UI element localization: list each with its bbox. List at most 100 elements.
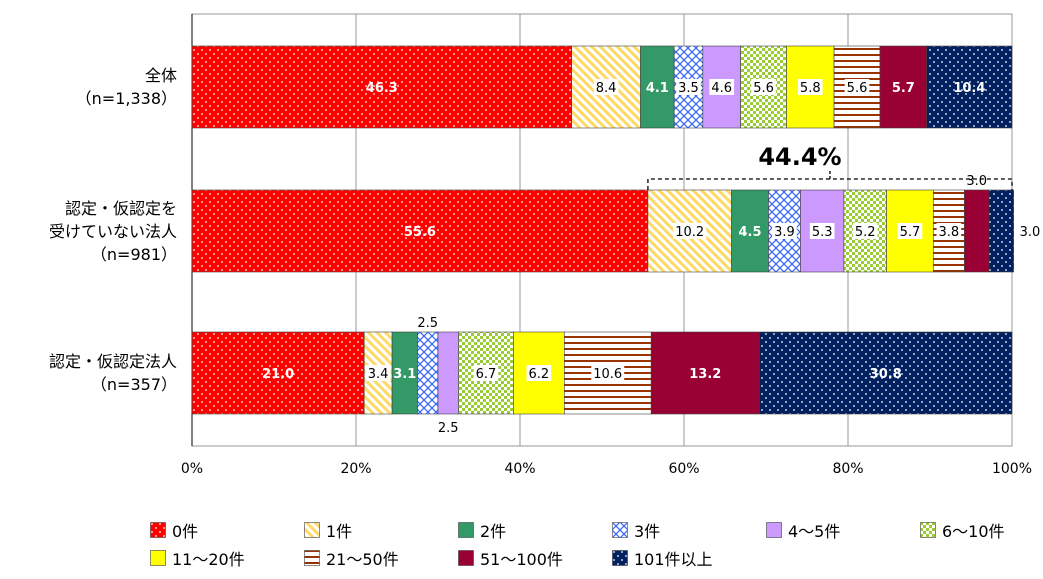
data-label: 8.4 [596, 81, 617, 96]
x-tick-label: 40% [504, 461, 535, 477]
annotation-group: 44.4% [647, 143, 1013, 190]
data-label-bg [751, 79, 776, 95]
data-label-bg [673, 223, 707, 239]
legend-item: 21～50件 [304, 548, 399, 569]
data-label: 10.2 [675, 225, 704, 240]
legend-item: 0件 [150, 520, 199, 541]
data-label-bg [591, 365, 625, 381]
bar-segment [417, 331, 439, 415]
data-label: 46.3 [366, 81, 398, 96]
bar-segment [391, 331, 418, 415]
category-label: 認定・仮認定を 受けていない法人 （n=981） [49, 197, 177, 266]
legend-item: 101件以上 [612, 548, 713, 569]
data-label: 6.7 [476, 367, 497, 382]
legend-item: 3件 [612, 520, 661, 541]
category-n: （n=357） [90, 375, 177, 394]
data-label: 4.6 [711, 81, 732, 96]
data-label: 6.2 [529, 367, 550, 382]
legend-swatch [612, 550, 628, 566]
bar-segment [191, 189, 649, 273]
data-label-bg [844, 79, 870, 95]
value-labels: 46.3 8.4 4.1 3.5 4.6 5.6 5.8 5.6 5.7 10.4 55.6 10.2… [262, 79, 1040, 436]
legend-item: 11～20件 [150, 548, 245, 569]
category-label: 認定・仮認定法人 （n=357） [49, 350, 177, 396]
legend-label: 51～100件 [480, 550, 563, 569]
legend-item: 4～5件 [766, 520, 841, 541]
data-label: 5.7 [892, 81, 915, 96]
data-label: 2.5 [417, 316, 438, 331]
data-label-bg [852, 223, 878, 239]
bar-segment [879, 45, 928, 129]
annotation-bracket [647, 178, 1013, 190]
data-label-bg [473, 365, 499, 381]
legend-label: 4～5件 [788, 522, 841, 541]
x-axis-ticks: 0% 20% 40% 60% 80% 100% [181, 461, 1032, 477]
category-name: 認定・仮認定法人 [48, 352, 177, 371]
legend-label: 6～10件 [942, 522, 1005, 541]
data-label: 21.0 [262, 367, 294, 382]
data-label-bg [709, 79, 735, 95]
bars [191, 45, 1014, 415]
category-name: 全体 [144, 66, 177, 85]
bar-segment [731, 189, 769, 273]
data-label: 13.2 [689, 367, 721, 382]
data-label-bg [809, 223, 835, 239]
data-label: 4.1 [646, 81, 669, 96]
data-label-bg [772, 223, 797, 239]
bar-segment [191, 331, 365, 415]
bar-segment [650, 331, 760, 415]
x-tick-label: 60% [668, 461, 699, 477]
legend-label: 2件 [480, 522, 507, 541]
data-label: 5.7 [900, 225, 921, 240]
data-label: 3.0 [966, 174, 987, 189]
legend-label: 21～50件 [326, 550, 399, 569]
legend-swatch [920, 522, 936, 538]
x-tick-label: 80% [832, 461, 863, 477]
x-tick-label: 100% [992, 461, 1032, 477]
data-label: 10.6 [593, 367, 622, 382]
legend-swatch [458, 550, 474, 566]
data-label-bg [897, 223, 923, 239]
data-label: 5.6 [847, 81, 868, 96]
legend-swatch [304, 522, 320, 538]
legend-label: 11～20件 [172, 550, 245, 569]
bar-segment [437, 331, 459, 415]
category-label: 全体 （n=1,338） [76, 64, 177, 110]
legend-item: 1件 [304, 520, 353, 541]
data-label: 3.9 [774, 225, 795, 240]
data-label: 55.6 [404, 225, 436, 240]
data-label-bg [526, 365, 552, 381]
legend-label: 101件以上 [634, 550, 713, 569]
category-name: 認定・仮認定を 受けていない法人 [48, 198, 177, 241]
data-label: 2.5 [438, 421, 459, 436]
data-label: 5.6 [753, 81, 774, 96]
data-label-bg [676, 79, 701, 95]
bar-segment [640, 45, 675, 129]
legend-swatch [150, 522, 166, 538]
data-label: 3.4 [368, 367, 389, 382]
legend-label: 1件 [326, 522, 353, 541]
data-label: 5.3 [812, 225, 833, 240]
data-label: 30.8 [870, 367, 902, 382]
data-label: 3.8 [939, 225, 960, 240]
legend-label: 0件 [172, 522, 199, 541]
data-label-bg [593, 79, 619, 95]
category-n: （n=1,338） [75, 89, 177, 108]
legend-item: 2件 [458, 520, 507, 541]
legend-swatch [766, 522, 782, 538]
annotation-label: 44.4% [758, 143, 841, 171]
legend-label: 3件 [634, 522, 661, 541]
legend-swatch [612, 522, 628, 538]
legend-item: 6～10件 [920, 520, 1005, 541]
data-label: 10.4 [953, 81, 985, 96]
x-tick-label: 0% [181, 461, 203, 477]
legend-swatch [458, 522, 474, 538]
data-label: 5.8 [800, 81, 821, 96]
legend-swatch [150, 550, 166, 566]
bar-segment [964, 189, 990, 273]
legend-item: 51～100件 [458, 548, 563, 569]
data-label: 3.5 [678, 81, 699, 96]
data-label-bg [365, 365, 391, 381]
data-label: 3.0 [1020, 225, 1041, 240]
bar-segment [988, 189, 1014, 273]
